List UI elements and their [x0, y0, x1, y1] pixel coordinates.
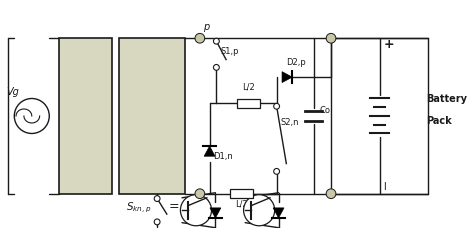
Text: Bridge: Bridge — [133, 94, 172, 104]
Circle shape — [213, 64, 219, 70]
Polygon shape — [273, 208, 284, 218]
Circle shape — [14, 98, 49, 134]
Bar — [119, 38, 185, 194]
Text: Pack: Pack — [426, 116, 452, 126]
Bar — [230, 189, 253, 198]
Circle shape — [195, 33, 205, 43]
Circle shape — [273, 103, 280, 109]
Circle shape — [326, 189, 336, 199]
Circle shape — [326, 33, 336, 43]
Text: l: l — [383, 182, 386, 192]
Bar — [237, 99, 260, 108]
Polygon shape — [204, 146, 215, 156]
Bar — [59, 38, 112, 194]
Text: Rectifier: Rectifier — [128, 116, 176, 126]
Text: p: p — [203, 22, 209, 33]
Text: Co: Co — [319, 106, 330, 115]
Polygon shape — [210, 208, 221, 218]
Text: +: + — [383, 38, 394, 51]
Text: Vg: Vg — [7, 87, 19, 97]
Text: =: = — [169, 200, 179, 213]
Text: D2,p: D2,p — [286, 58, 306, 67]
Text: Input: Input — [71, 96, 100, 106]
Text: n: n — [203, 197, 209, 207]
Circle shape — [181, 195, 211, 226]
Circle shape — [244, 195, 274, 226]
Text: S2,n: S2,n — [281, 118, 299, 127]
Text: L/2: L/2 — [235, 199, 248, 208]
Text: L/2: L/2 — [242, 83, 255, 92]
Text: D1,n: D1,n — [213, 152, 233, 161]
Circle shape — [195, 189, 205, 199]
Text: S1,p: S1,p — [220, 47, 239, 56]
Circle shape — [273, 168, 280, 174]
Text: Battery: Battery — [426, 94, 467, 104]
Text: $S_{kn,p}$: $S_{kn,p}$ — [126, 201, 151, 215]
Circle shape — [154, 196, 160, 201]
Polygon shape — [282, 72, 292, 82]
Circle shape — [154, 219, 160, 225]
Circle shape — [213, 38, 219, 44]
Text: filter: filter — [72, 118, 100, 128]
